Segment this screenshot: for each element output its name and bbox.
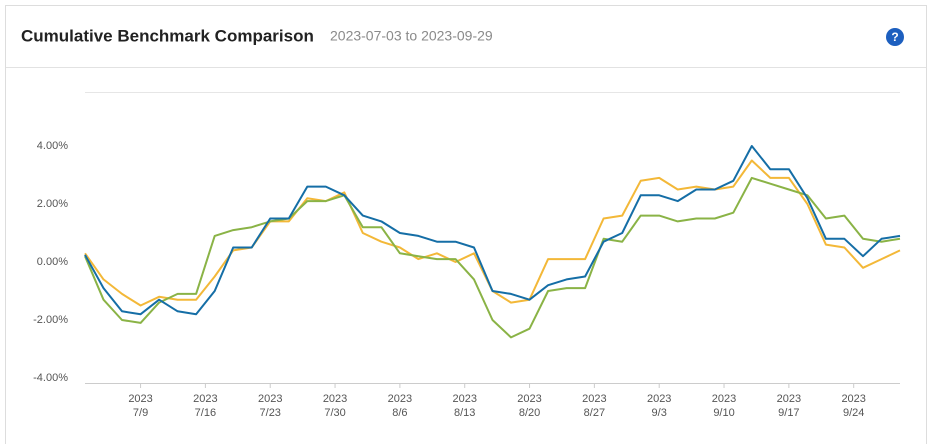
- x-tick-label: 7/23: [260, 407, 281, 419]
- x-tick-year: 2023: [193, 393, 217, 405]
- x-tick-year: 2023: [841, 393, 865, 405]
- x-tick-label: 7/16: [195, 407, 216, 419]
- y-tick-label: 4.00%: [37, 140, 68, 152]
- card-border: [5, 5, 927, 444]
- x-tick-label: 9/10: [713, 407, 734, 419]
- x-tick-label: 7/9: [133, 407, 148, 419]
- y-tick-label: -2.00%: [33, 314, 68, 326]
- x-tick-year: 2023: [128, 393, 152, 405]
- x-tick-year: 2023: [323, 393, 347, 405]
- x-tick-year: 2023: [452, 393, 476, 405]
- x-tick-label: 8/20: [519, 407, 540, 419]
- x-tick-year: 2023: [777, 393, 801, 405]
- x-tick-label: 9/3: [652, 407, 667, 419]
- date-range: 2023-07-03 to 2023-09-29: [330, 28, 493, 44]
- chart-title: Cumulative Benchmark Comparison: [21, 26, 314, 45]
- series-line: [84, 176, 901, 339]
- series-line: [84, 145, 901, 316]
- x-tick-label: 8/6: [392, 407, 407, 419]
- y-tick-label: 2.00%: [37, 198, 68, 210]
- x-tick-label: 8/27: [584, 407, 605, 419]
- y-tick-label: 0.00%: [37, 256, 68, 268]
- help-icon-text[interactable]: ?: [891, 30, 898, 44]
- help-icon[interactable]: [886, 28, 904, 46]
- x-tick-label: 9/24: [843, 407, 864, 419]
- x-tick-year: 2023: [712, 393, 736, 405]
- x-tick-label: 9/17: [778, 407, 799, 419]
- x-tick-year: 2023: [258, 393, 282, 405]
- x-tick-label: 8/13: [454, 407, 475, 419]
- x-tick-year: 2023: [388, 393, 412, 405]
- x-tick-year: 2023: [647, 393, 671, 405]
- x-tick-label: 7/30: [324, 407, 345, 419]
- y-tick-label: -4.00%: [33, 372, 68, 384]
- x-tick-year: 2023: [582, 393, 606, 405]
- x-tick-year: 2023: [517, 393, 541, 405]
